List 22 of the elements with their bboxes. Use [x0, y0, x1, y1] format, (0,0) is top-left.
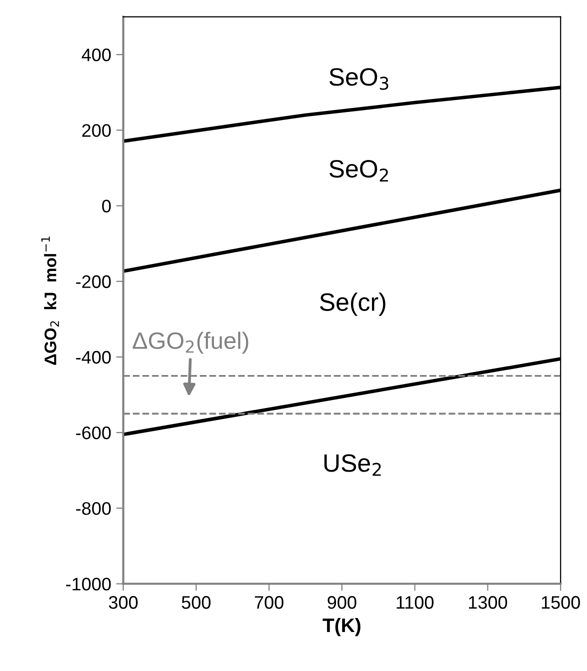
- annotation: SeO$_{2}$: [329, 160, 388, 182]
- x-tick-label: 900: [328, 596, 356, 609]
- annotation: Se(cr): [320, 292, 386, 316]
- annotation: SeO$_{3}$: [329, 68, 388, 90]
- x-tick-label: 700: [254, 596, 284, 609]
- y-tick-label: -1000: [66, 578, 111, 590]
- y-tick-label: 400: [82, 48, 111, 62]
- x-tick-label: 300: [108, 596, 138, 609]
- x-tick-label: 1500: [542, 596, 580, 609]
- x-tick-label: 1300: [468, 596, 508, 609]
- x-axis-title: T(K): [322, 618, 360, 636]
- annotation: ΔGO$_{2}$(fuel): [132, 332, 248, 354]
- x-tick-label: 500: [182, 596, 211, 609]
- y-tick-label: -200: [76, 275, 111, 288]
- y-tick-label: -800: [76, 502, 111, 515]
- y-tick-label: -600: [76, 426, 111, 440]
- y-tick-label: -400: [76, 350, 111, 364]
- y-tick-label: 0: [102, 200, 111, 212]
- y-axis-title: ΔGO$_{2}$ kJ mol$^{−1}$: [41, 236, 59, 365]
- y-tick-label: 200: [82, 124, 111, 137]
- annotation: USe$_{2}$: [324, 454, 381, 476]
- x-tick-label: 1100: [396, 596, 434, 609]
